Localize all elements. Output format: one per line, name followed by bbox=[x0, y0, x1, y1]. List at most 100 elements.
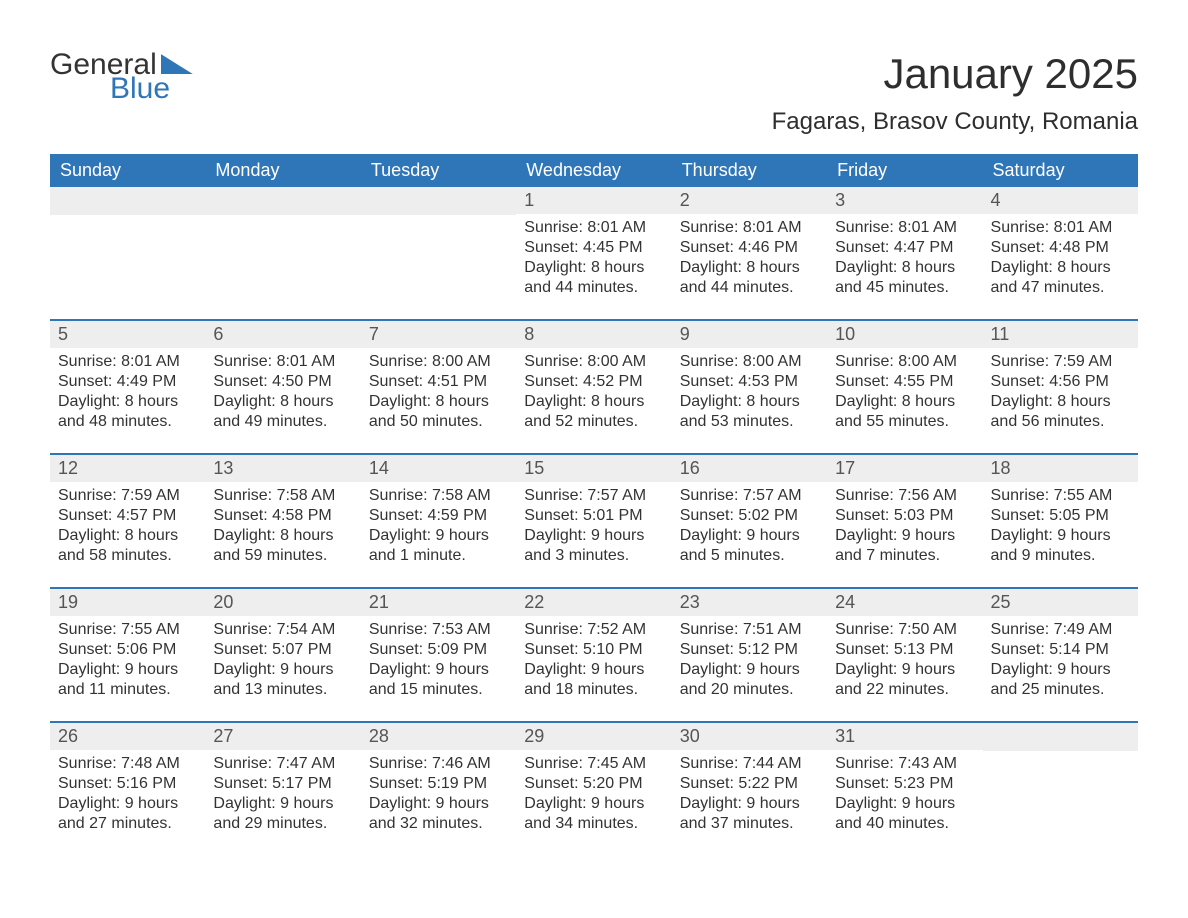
calendar-cell: 18Sunrise: 7:55 AMSunset: 5:05 PMDayligh… bbox=[983, 455, 1138, 587]
day-details: Sunrise: 8:00 AMSunset: 4:53 PMDaylight:… bbox=[672, 348, 827, 442]
week-row: 5Sunrise: 8:01 AMSunset: 4:49 PMDaylight… bbox=[50, 319, 1138, 453]
sunrise-text: Sunrise: 8:01 AM bbox=[524, 218, 663, 238]
day-number: 7 bbox=[361, 321, 516, 348]
sunset-text: Sunset: 4:49 PM bbox=[58, 372, 197, 392]
sunset-text: Sunset: 4:50 PM bbox=[213, 372, 352, 392]
daylight-text-2: and 55 minutes. bbox=[835, 412, 974, 432]
sunset-text: Sunset: 5:02 PM bbox=[680, 506, 819, 526]
daylight-text-2: and 44 minutes. bbox=[524, 278, 663, 298]
daylight-text-1: Daylight: 9 hours bbox=[369, 526, 508, 546]
sunrise-text: Sunrise: 7:52 AM bbox=[524, 620, 663, 640]
sunset-text: Sunset: 5:10 PM bbox=[524, 640, 663, 660]
calendar-cell: 9Sunrise: 8:00 AMSunset: 4:53 PMDaylight… bbox=[672, 321, 827, 453]
daylight-text-1: Daylight: 9 hours bbox=[835, 660, 974, 680]
day-details: Sunrise: 7:43 AMSunset: 5:23 PMDaylight:… bbox=[827, 750, 982, 844]
sunset-text: Sunset: 5:06 PM bbox=[58, 640, 197, 660]
sunrise-text: Sunrise: 7:58 AM bbox=[369, 486, 508, 506]
daylight-text-2: and 40 minutes. bbox=[835, 814, 974, 834]
calendar-cell bbox=[361, 187, 516, 319]
day-number: 29 bbox=[516, 723, 671, 750]
calendar-cell: 19Sunrise: 7:55 AMSunset: 5:06 PMDayligh… bbox=[50, 589, 205, 721]
daylight-text-1: Daylight: 9 hours bbox=[524, 794, 663, 814]
sunset-text: Sunset: 4:53 PM bbox=[680, 372, 819, 392]
daylight-text-1: Daylight: 8 hours bbox=[524, 392, 663, 412]
week-row: 19Sunrise: 7:55 AMSunset: 5:06 PMDayligh… bbox=[50, 587, 1138, 721]
calendar-cell: 3Sunrise: 8:01 AMSunset: 4:47 PMDaylight… bbox=[827, 187, 982, 319]
daylight-text-1: Daylight: 8 hours bbox=[524, 258, 663, 278]
sunrise-text: Sunrise: 7:47 AM bbox=[213, 754, 352, 774]
day-header: Thursday bbox=[672, 154, 827, 187]
day-number: 17 bbox=[827, 455, 982, 482]
daylight-text-2: and 53 minutes. bbox=[680, 412, 819, 432]
day-number: 24 bbox=[827, 589, 982, 616]
calendar: Sunday Monday Tuesday Wednesday Thursday… bbox=[50, 154, 1138, 855]
day-details: Sunrise: 7:48 AMSunset: 5:16 PMDaylight:… bbox=[50, 750, 205, 844]
daylight-text-2: and 56 minutes. bbox=[991, 412, 1130, 432]
daylight-text-1: Daylight: 8 hours bbox=[58, 526, 197, 546]
sunrise-text: Sunrise: 7:53 AM bbox=[369, 620, 508, 640]
day-number: 30 bbox=[672, 723, 827, 750]
logo: General Blue bbox=[50, 50, 193, 104]
day-number: 3 bbox=[827, 187, 982, 214]
daylight-text-1: Daylight: 8 hours bbox=[835, 392, 974, 412]
sunrise-text: Sunrise: 7:59 AM bbox=[991, 352, 1130, 372]
day-details: Sunrise: 7:59 AMSunset: 4:57 PMDaylight:… bbox=[50, 482, 205, 576]
daylight-text-2: and 47 minutes. bbox=[991, 278, 1130, 298]
day-number: 5 bbox=[50, 321, 205, 348]
daylight-text-2: and 5 minutes. bbox=[680, 546, 819, 566]
day-details: Sunrise: 7:58 AMSunset: 4:58 PMDaylight:… bbox=[205, 482, 360, 576]
day-details: Sunrise: 7:59 AMSunset: 4:56 PMDaylight:… bbox=[983, 348, 1138, 442]
day-details: Sunrise: 8:01 AMSunset: 4:47 PMDaylight:… bbox=[827, 214, 982, 308]
sunset-text: Sunset: 5:23 PM bbox=[835, 774, 974, 794]
sunrise-text: Sunrise: 7:51 AM bbox=[680, 620, 819, 640]
sunset-text: Sunset: 5:12 PM bbox=[680, 640, 819, 660]
week-row: 26Sunrise: 7:48 AMSunset: 5:16 PMDayligh… bbox=[50, 721, 1138, 855]
day-number: 27 bbox=[205, 723, 360, 750]
day-number: 26 bbox=[50, 723, 205, 750]
daylight-text-2: and 59 minutes. bbox=[213, 546, 352, 566]
calendar-cell: 7Sunrise: 8:00 AMSunset: 4:51 PMDaylight… bbox=[361, 321, 516, 453]
daylight-text-2: and 22 minutes. bbox=[835, 680, 974, 700]
daylight-text-1: Daylight: 9 hours bbox=[991, 660, 1130, 680]
month-title: January 2025 bbox=[772, 50, 1138, 98]
day-number bbox=[50, 187, 205, 215]
day-number: 22 bbox=[516, 589, 671, 616]
day-number bbox=[361, 187, 516, 215]
week-row: 12Sunrise: 7:59 AMSunset: 4:57 PMDayligh… bbox=[50, 453, 1138, 587]
day-details: Sunrise: 8:01 AMSunset: 4:48 PMDaylight:… bbox=[983, 214, 1138, 308]
daylight-text-2: and 50 minutes. bbox=[369, 412, 508, 432]
daylight-text-2: and 49 minutes. bbox=[213, 412, 352, 432]
daylight-text-1: Daylight: 8 hours bbox=[213, 392, 352, 412]
day-number: 19 bbox=[50, 589, 205, 616]
day-number: 12 bbox=[50, 455, 205, 482]
day-details: Sunrise: 7:56 AMSunset: 5:03 PMDaylight:… bbox=[827, 482, 982, 576]
day-details: Sunrise: 7:52 AMSunset: 5:10 PMDaylight:… bbox=[516, 616, 671, 710]
calendar-cell: 8Sunrise: 8:00 AMSunset: 4:52 PMDaylight… bbox=[516, 321, 671, 453]
day-number: 18 bbox=[983, 455, 1138, 482]
sunset-text: Sunset: 4:47 PM bbox=[835, 238, 974, 258]
sunset-text: Sunset: 5:16 PM bbox=[58, 774, 197, 794]
day-details: Sunrise: 7:58 AMSunset: 4:59 PMDaylight:… bbox=[361, 482, 516, 576]
day-number: 15 bbox=[516, 455, 671, 482]
daylight-text-2: and 3 minutes. bbox=[524, 546, 663, 566]
daylight-text-1: Daylight: 9 hours bbox=[680, 794, 819, 814]
weeks-container: 1Sunrise: 8:01 AMSunset: 4:45 PMDaylight… bbox=[50, 187, 1138, 855]
day-header: Wednesday bbox=[516, 154, 671, 187]
day-details: Sunrise: 8:01 AMSunset: 4:46 PMDaylight:… bbox=[672, 214, 827, 308]
day-number: 1 bbox=[516, 187, 671, 214]
sunrise-text: Sunrise: 8:01 AM bbox=[991, 218, 1130, 238]
daylight-text-2: and 48 minutes. bbox=[58, 412, 197, 432]
sunrise-text: Sunrise: 8:01 AM bbox=[835, 218, 974, 238]
day-number: 28 bbox=[361, 723, 516, 750]
daylight-text-2: and 18 minutes. bbox=[524, 680, 663, 700]
sunset-text: Sunset: 5:22 PM bbox=[680, 774, 819, 794]
day-details: Sunrise: 7:47 AMSunset: 5:17 PMDaylight:… bbox=[205, 750, 360, 844]
sunset-text: Sunset: 5:01 PM bbox=[524, 506, 663, 526]
calendar-cell: 2Sunrise: 8:01 AMSunset: 4:46 PMDaylight… bbox=[672, 187, 827, 319]
sunrise-text: Sunrise: 7:48 AM bbox=[58, 754, 197, 774]
sunset-text: Sunset: 5:13 PM bbox=[835, 640, 974, 660]
sunrise-text: Sunrise: 7:44 AM bbox=[680, 754, 819, 774]
day-number: 23 bbox=[672, 589, 827, 616]
calendar-cell: 30 Sunrise: 7:44 AMSunset: 5:22 PMDayligh… bbox=[672, 723, 827, 855]
sunrise-text: Sunrise: 8:00 AM bbox=[524, 352, 663, 372]
